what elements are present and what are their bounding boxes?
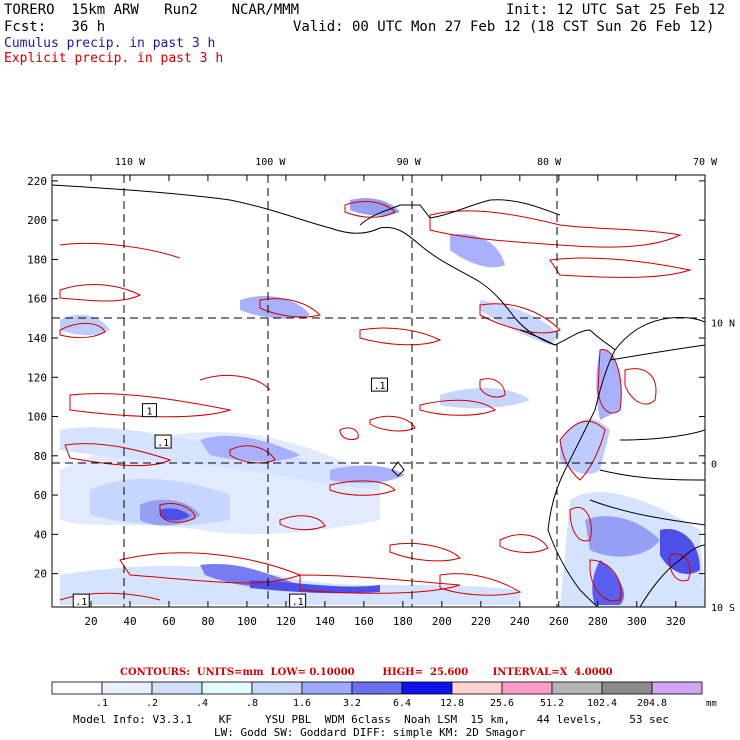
axes: 20 40 60 80 100 120 140 160 180 200 220 240 260 280 30… <box>27 157 735 628</box>
x-tick-label: 240 <box>510 615 530 628</box>
y-tick-label: 60 <box>34 489 47 502</box>
x-tick-label: 200 <box>432 615 452 628</box>
x-tick-label: 220 <box>471 615 491 628</box>
lon-label: 80 W <box>537 157 562 168</box>
x-tick-label: 260 <box>549 615 569 628</box>
colorbar-swatch <box>51 681 103 695</box>
colorbar-label: .8 <box>246 698 258 709</box>
lon-label: 100 W <box>255 157 286 168</box>
contour-box <box>154 434 172 449</box>
contour-caption: CONTOURS: UNITS=mm LOW= 0.10000 HIGH= 25… <box>120 667 613 678</box>
colorbar-label: .1 <box>96 698 108 709</box>
colorbar-swatch <box>401 681 453 695</box>
colorbar-swatch <box>601 681 653 695</box>
model-info: Model Info: V3.3.1 KF YSU PBL WDM 6class… <box>73 713 670 726</box>
contour-box-label: .1 <box>75 597 87 608</box>
colorbar-label: 51.2 <box>540 698 564 709</box>
physics-info: LW: Godd SW: Goddard DIFF: simple KM: 2D… <box>214 726 526 739</box>
plot-frame <box>51 174 706 608</box>
colorbar-swatch <box>201 681 253 695</box>
legend-cumulus: Cumulus precip. in past 3 h <box>4 36 216 51</box>
x-tick-label: 40 <box>123 615 136 628</box>
colorbar-swatch <box>151 681 203 695</box>
lat-label: 0 <box>711 460 717 471</box>
lat-label: 10 S <box>711 603 735 614</box>
colorbar-swatch <box>651 681 703 695</box>
colorbar-label: 3.2 <box>343 698 361 709</box>
colorbar-swatch <box>301 681 353 695</box>
forecast-hour: Fcst: 36 h <box>4 19 106 35</box>
colorbar-label: .2 <box>146 698 158 709</box>
lon-label: 90 W <box>397 157 422 168</box>
contour-box-label: .1 <box>292 597 304 608</box>
colorbar-label: .4 <box>196 698 208 709</box>
x-tick-label: 80 <box>201 615 214 628</box>
y-tick-label: 40 <box>34 528 47 541</box>
x-tick-label: 180 <box>393 615 413 628</box>
colorbar-label: 6.4 <box>393 698 411 709</box>
contour-box <box>370 377 388 392</box>
colorbar-label: 12.8 <box>440 698 464 709</box>
x-tick-label: 280 <box>588 615 608 628</box>
x-tick-label: 120 <box>276 615 296 628</box>
y-tick-label: 120 <box>27 371 47 384</box>
colorbar-swatch <box>351 681 403 695</box>
colorbar-swatch <box>251 681 303 695</box>
x-tick-label: 160 <box>354 615 374 628</box>
contour-box <box>289 593 307 608</box>
y-tick-label: 220 <box>27 175 47 188</box>
x-tick-label: 320 <box>666 615 686 628</box>
colorbar-swatch <box>101 681 153 695</box>
x-tick-label: 20 <box>84 615 97 628</box>
latlon-grid <box>52 175 705 607</box>
contour-box-label: .1 <box>373 381 385 392</box>
colorbar-swatch <box>451 681 503 695</box>
legend-explicit: Explicit precip. in past 3 h <box>4 51 224 66</box>
cumulus-shading <box>60 198 705 607</box>
precip-field <box>59 198 705 607</box>
contour-box-label: 1 <box>146 407 152 418</box>
valid-time: Valid: 00 UTC Mon 27 Feb 12 (18 CST Sun … <box>293 19 715 35</box>
y-tick-label: 200 <box>27 214 47 227</box>
y-tick-label: 140 <box>27 332 47 345</box>
lon-label: 110 W <box>115 157 146 168</box>
y-tick-label: 160 <box>27 293 47 306</box>
x-tick-label: 300 <box>627 615 647 628</box>
colorbar-label: 204.8 <box>637 698 667 709</box>
x-tick-label: 100 <box>237 615 257 628</box>
y-tick-label: 80 <box>34 450 47 463</box>
init-time: Init: 12 UTC Sat 25 Feb 12 <box>506 2 726 18</box>
contour-box-label: .1 <box>157 438 169 449</box>
colorbar: .1 .2 .4 .8 1.6 3.2 6.4 12.8 25.6 51.2 102.4 204.8 m… <box>51 681 717 709</box>
colorbar-unit: mm <box>706 699 717 709</box>
lon-label-corner: 70 W <box>693 157 718 168</box>
colorbar-label: 1.6 <box>293 698 311 709</box>
colorbar-label: 25.6 <box>490 698 514 709</box>
annotations: 1 .1 .1 .1 .1 <box>72 377 388 608</box>
y-tick-label: 180 <box>27 253 47 266</box>
contour-box <box>141 403 157 418</box>
lat-label: 10 N <box>711 318 735 329</box>
contour-box <box>72 593 90 608</box>
y-tick-label: 20 <box>34 568 47 581</box>
x-tick-label: 140 <box>315 615 335 628</box>
colorbar-swatch <box>551 681 603 695</box>
x-tick-label: 60 <box>162 615 175 628</box>
y-tick-label: 100 <box>27 411 47 424</box>
colorbar-swatch <box>501 681 553 695</box>
model-title: TORERO 15km ARW Run2 NCAR/MMM <box>4 2 300 18</box>
colorbar-label: 102.4 <box>587 698 617 709</box>
